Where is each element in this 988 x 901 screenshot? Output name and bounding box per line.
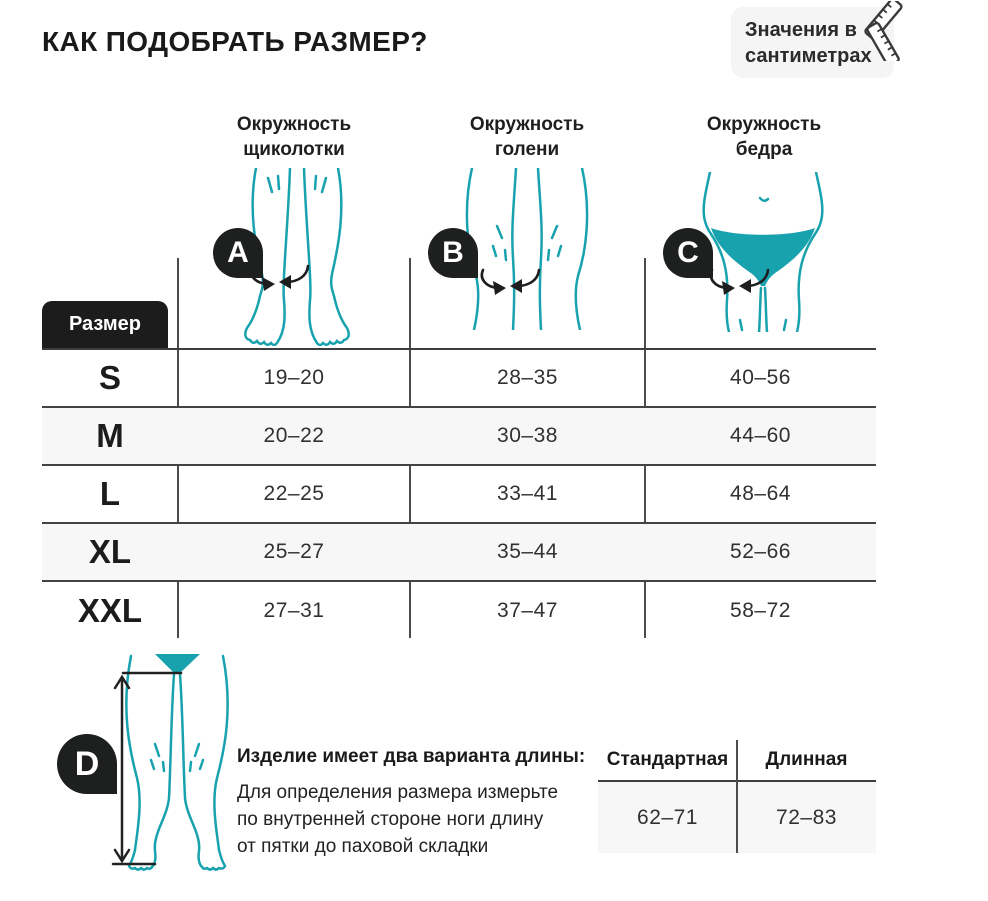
hip-torso-illustration <box>702 172 824 332</box>
leg-length-illustration <box>111 654 229 871</box>
ankle-value: 25–27 <box>263 540 325 563</box>
length-col-standard: Стандартная <box>606 749 729 770</box>
units-badge-line1: Значения в <box>745 19 857 41</box>
page-title: КАК ПОДОБРАТЬ РАЗМЕР? <box>42 26 428 57</box>
table-row: L 22–25 33–41 48–64 <box>42 466 876 524</box>
calf-value: 37–47 <box>497 599 558 622</box>
hip-value: 58–72 <box>730 599 791 622</box>
hip-value: 48–64 <box>730 482 791 505</box>
length-measure-arrow <box>111 671 183 866</box>
units-badge: Значения в сантиметрах <box>731 1 903 78</box>
column-header-ankle: Окружность щиколотки <box>236 114 352 160</box>
size-label: S <box>98 359 121 396</box>
calf-value: 35–44 <box>497 540 558 563</box>
size-label: XXL <box>77 592 143 629</box>
rotation-arrow-icon <box>480 268 541 295</box>
ankle-legs-illustration <box>244 168 350 346</box>
table-row: XXL 27–31 37–47 58–72 <box>42 582 876 640</box>
ankle-value: 22–25 <box>263 482 325 505</box>
column-header-hip: Окружность бедра <box>706 114 822 160</box>
size-label: XL <box>88 533 132 570</box>
length-description: Для определения размера измерьте по внут… <box>237 782 559 857</box>
size-label: L <box>99 475 121 512</box>
size-header-box: Размер <box>42 301 168 348</box>
marker-c: C <box>663 228 713 278</box>
size-label: M <box>96 417 124 454</box>
panty-shape <box>711 228 815 286</box>
groin-triangle <box>155 654 200 673</box>
calf-value: 33–41 <box>497 482 558 505</box>
calf-value: 30–38 <box>497 424 558 447</box>
size-table: S 19–20 28–35 40–56 M 20–22 30–38 44–60 … <box>42 348 876 640</box>
marker-d: D <box>57 734 117 794</box>
marker-a: A <box>213 228 263 278</box>
hip-value: 52–66 <box>730 540 791 563</box>
table-row: XL 25–27 35–44 52–66 <box>42 524 876 582</box>
length-long-value: 72–83 <box>776 805 837 829</box>
units-badge-line2: сантиметрах <box>745 45 872 67</box>
hip-value: 44–60 <box>730 424 791 447</box>
ankle-value: 19–20 <box>263 366 325 389</box>
length-table: Стандартная Длинная 62–71 72–83 <box>598 740 876 853</box>
measuring-tape-icon <box>864 1 903 61</box>
length-heading: Изделие имеет два варианта длины: <box>237 746 586 767</box>
column-header-calf: Окружность голени <box>469 114 585 160</box>
ankle-value: 27–31 <box>263 599 325 622</box>
calf-value: 28–35 <box>497 366 558 389</box>
length-standard-value: 62–71 <box>637 805 698 829</box>
table-row: S 19–20 28–35 40–56 <box>42 350 876 408</box>
table-row: M 20–22 30–38 44–60 <box>42 408 876 466</box>
marker-b: B <box>428 228 478 278</box>
ankle-value: 20–22 <box>263 424 325 447</box>
length-col-long: Длинная <box>765 749 848 770</box>
rotation-arrow-icon <box>709 268 770 295</box>
hip-value: 40–56 <box>730 366 791 389</box>
length-table-divider <box>736 740 738 853</box>
